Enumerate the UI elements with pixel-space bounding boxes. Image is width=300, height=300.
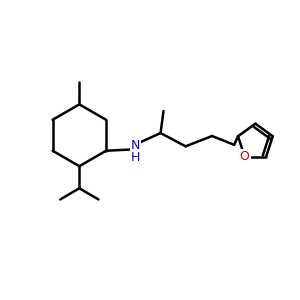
Text: H: H [131, 151, 140, 164]
Text: N: N [131, 139, 140, 152]
Text: O: O [240, 150, 250, 163]
